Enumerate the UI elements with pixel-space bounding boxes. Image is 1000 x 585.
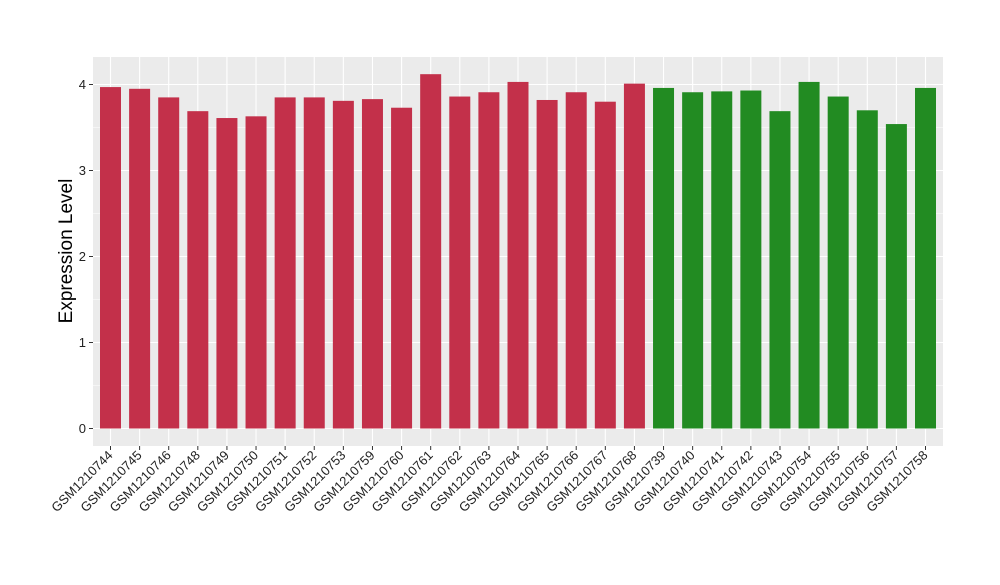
bar <box>129 88 151 429</box>
bar <box>187 111 209 429</box>
y-axis-title: Expression Level <box>56 179 77 324</box>
bar <box>711 91 733 429</box>
bar <box>332 100 354 429</box>
bar <box>769 111 791 429</box>
bar <box>565 92 587 429</box>
bar <box>420 74 442 429</box>
y-axis: 0 1 2 3 4 <box>79 77 93 436</box>
bar <box>740 90 762 429</box>
y-tick-label: 4 <box>79 77 86 92</box>
bar <box>391 107 413 429</box>
bar <box>827 96 849 429</box>
bar <box>915 87 936 429</box>
x-axis: GSM1210744GSM1210745GSM1210746GSM1210748… <box>48 446 931 515</box>
bar <box>798 81 820 429</box>
bar <box>216 118 238 429</box>
bar <box>274 97 296 429</box>
y-tick-label: 1 <box>79 335 86 350</box>
bar <box>303 97 325 429</box>
bar <box>623 83 645 429</box>
bar <box>885 124 907 429</box>
y-tick-label: 0 <box>79 421 86 436</box>
y-tick-label: 3 <box>79 163 86 178</box>
bar <box>594 101 616 429</box>
bar <box>449 96 471 429</box>
bars <box>100 74 936 429</box>
bar <box>507 81 529 429</box>
bar <box>245 116 267 429</box>
bar <box>158 97 180 429</box>
bar <box>361 99 383 429</box>
bar <box>536 99 558 429</box>
bar <box>682 92 704 429</box>
bar <box>653 87 675 429</box>
bar <box>478 92 500 429</box>
bar <box>100 87 121 429</box>
bar <box>856 110 878 429</box>
y-tick-label: 2 <box>79 249 86 264</box>
